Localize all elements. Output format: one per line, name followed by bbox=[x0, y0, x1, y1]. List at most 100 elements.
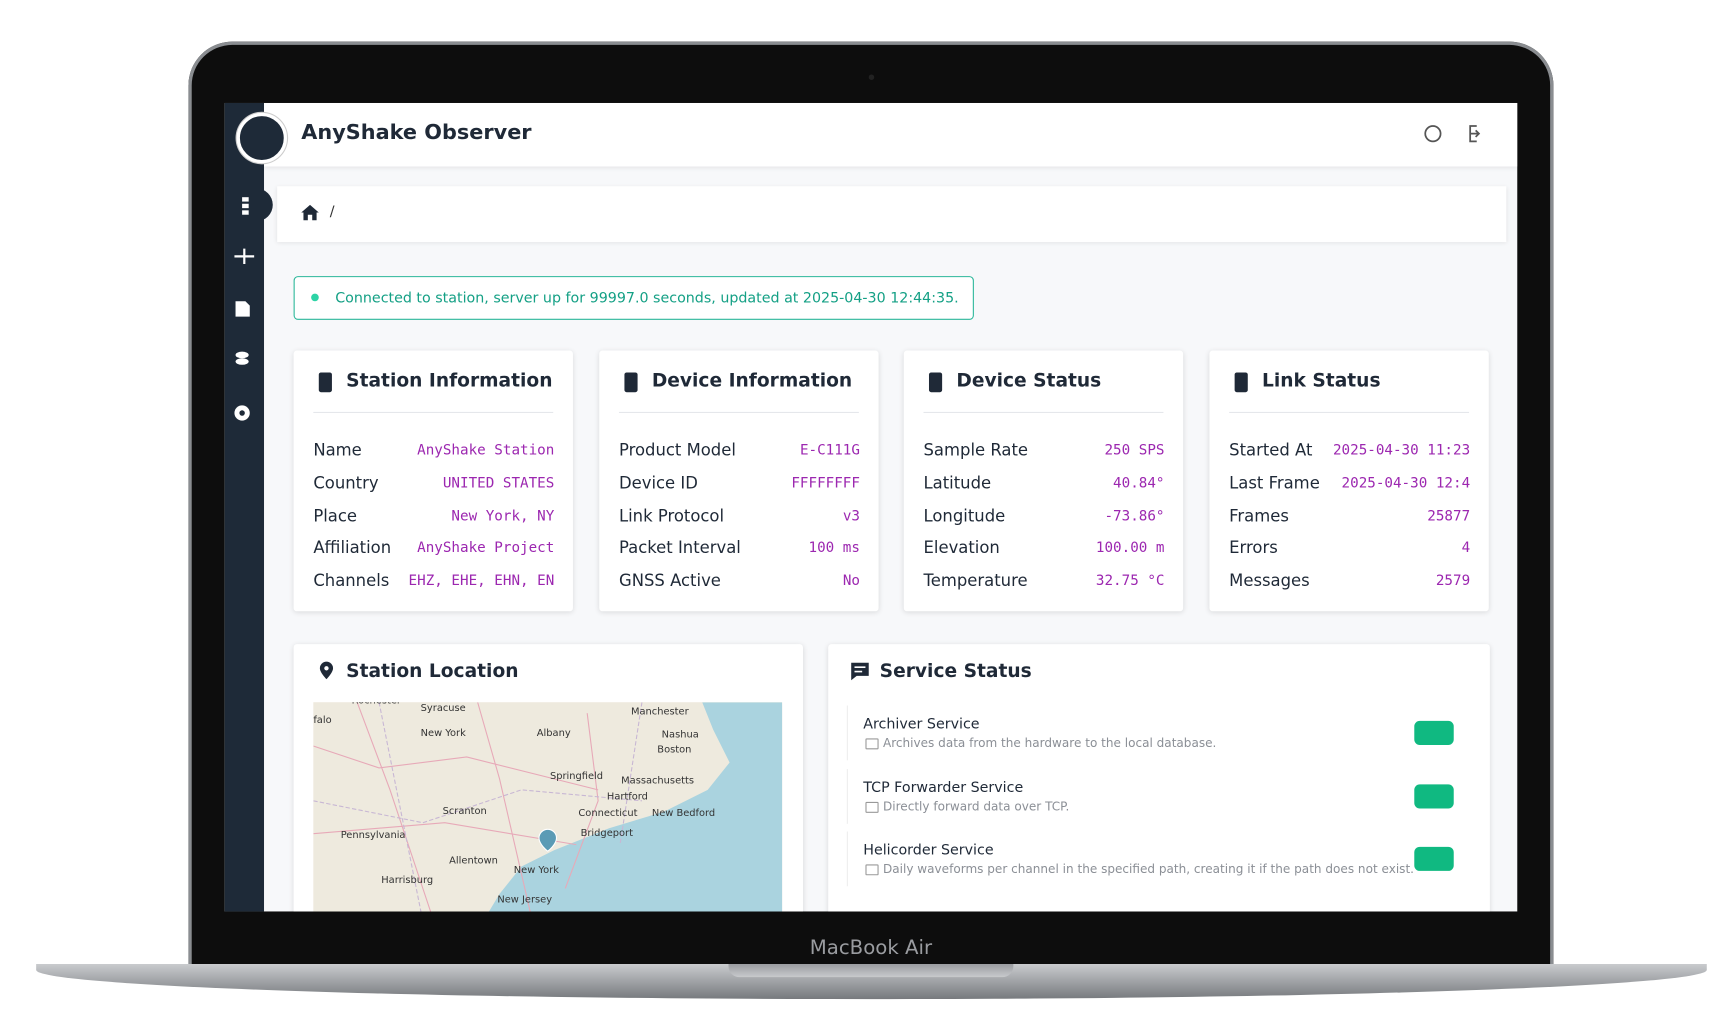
row-value: 2579 bbox=[1435, 573, 1471, 590]
row-value: UNITED STATES bbox=[442, 475, 555, 492]
nav-icon[interactable] bbox=[235, 301, 250, 317]
service-description: Daily waveforms per channel in the speci… bbox=[882, 862, 1415, 877]
row-label: Channels bbox=[313, 570, 390, 591]
row-value: EHZ, EHE, EHN, EN bbox=[408, 573, 555, 590]
service-name: Helicorder Service bbox=[863, 842, 994, 860]
map-label: New Bedford bbox=[651, 808, 716, 820]
card-title: Station Location bbox=[346, 660, 519, 683]
card-icon bbox=[624, 372, 638, 393]
card-icon bbox=[1234, 372, 1248, 393]
service-name: TCP Forwarder Service bbox=[863, 779, 1024, 797]
row-label: Elevation bbox=[923, 538, 1000, 559]
info-card bbox=[903, 350, 1184, 612]
map-label: Hartford bbox=[606, 792, 648, 804]
card-title: Device Information bbox=[651, 370, 853, 393]
info-card bbox=[599, 350, 879, 612]
service-name: Archiver Service bbox=[863, 716, 980, 733]
row-label: Latitude bbox=[923, 473, 992, 493]
divider bbox=[923, 411, 1164, 414]
service-item bbox=[846, 831, 1470, 887]
map-label: Rochester bbox=[352, 702, 401, 706]
map-shapes bbox=[313, 702, 783, 912]
card-icon bbox=[318, 372, 332, 393]
brand: MacBook Air bbox=[809, 936, 933, 960]
row-label: Place bbox=[313, 505, 358, 526]
row-value: 4 bbox=[1461, 540, 1471, 557]
map-label: Allentown bbox=[449, 855, 498, 867]
breadcrumb-separator: / bbox=[329, 203, 335, 221]
service-item bbox=[846, 768, 1470, 824]
row-value: 100.00 m bbox=[1095, 540, 1165, 557]
row-value: 2025-04-30 11:23 bbox=[1332, 442, 1471, 460]
row-value: 2025-04-30 12:4 bbox=[1341, 475, 1471, 492]
row-value: 100 ms bbox=[808, 540, 860, 557]
divider bbox=[1229, 411, 1470, 414]
map-label: Springfield bbox=[549, 771, 604, 783]
language-button[interactable] bbox=[1424, 125, 1442, 143]
map-label: New York bbox=[513, 865, 559, 877]
row-label: Packet Interval bbox=[618, 538, 741, 559]
service-toggle[interactable] bbox=[1414, 784, 1454, 809]
row-label: Name bbox=[313, 440, 362, 461]
row-value: AnyShake Project bbox=[417, 540, 555, 557]
map-label: Nashua bbox=[661, 729, 699, 741]
row-label: Country bbox=[313, 473, 379, 493]
divider bbox=[313, 411, 554, 414]
map[interactable]: Rochester Syracuse Manchester falo New York A… bbox=[313, 702, 783, 912]
row-label: Messages bbox=[1229, 570, 1310, 591]
camera bbox=[868, 74, 875, 80]
map-label: New York bbox=[420, 728, 466, 740]
nav-icon[interactable] bbox=[234, 248, 255, 265]
row-label: Device ID bbox=[618, 473, 698, 493]
card-icon bbox=[928, 372, 943, 393]
map-label: Bridgeport bbox=[580, 828, 633, 840]
row-label: Errors bbox=[1229, 538, 1278, 559]
header-icons bbox=[1424, 125, 1481, 143]
row-label: Affiliation bbox=[313, 538, 392, 559]
row-label: Product Model bbox=[618, 440, 736, 461]
row-label: Sample Rate bbox=[923, 440, 1029, 461]
service-toggle[interactable] bbox=[1414, 720, 1454, 745]
service-description: Directly forward data over TCP. bbox=[882, 799, 1070, 814]
service-toggle[interactable] bbox=[1414, 847, 1454, 872]
info-card bbox=[1209, 350, 1489, 612]
map-label: Scranton bbox=[442, 806, 487, 818]
active-nav[interactable] bbox=[248, 188, 273, 222]
row-value: E-C111G bbox=[799, 442, 860, 460]
sidebar-icons bbox=[234, 197, 258, 421]
row-label: Longitude bbox=[923, 505, 1006, 526]
row-value: -73.86° bbox=[1104, 507, 1165, 525]
logout-button[interactable] bbox=[1469, 125, 1481, 143]
service-card bbox=[828, 644, 1490, 912]
nav-icon[interactable] bbox=[235, 351, 249, 359]
map-label: Albany bbox=[536, 728, 571, 740]
map-label: falo bbox=[313, 715, 332, 727]
row-value: 40.84° bbox=[1113, 475, 1165, 492]
map-label: Harrisburg bbox=[381, 875, 434, 887]
service-icon bbox=[851, 662, 869, 681]
row-label: Last Frame bbox=[1229, 473, 1320, 493]
row-label: Started At bbox=[1229, 440, 1313, 461]
info-card bbox=[293, 350, 573, 612]
row-value: 32.75 °C bbox=[1095, 573, 1165, 590]
map-label: New Jersey bbox=[497, 895, 553, 906]
divider bbox=[618, 411, 859, 414]
home-icon[interactable] bbox=[300, 204, 320, 222]
service-icon bbox=[865, 801, 879, 813]
logo[interactable] bbox=[236, 112, 288, 164]
map-label: Connecticut bbox=[578, 808, 638, 820]
card-title: Service Status bbox=[879, 660, 1032, 683]
laptop-notch bbox=[728, 964, 1014, 978]
service-description: Archives data from the hardware to the l… bbox=[882, 736, 1217, 751]
header bbox=[264, 102, 1518, 167]
row-value: New York, NY bbox=[451, 507, 555, 525]
row-label: Link Protocol bbox=[618, 505, 725, 526]
card-title: Device Status bbox=[956, 370, 1102, 393]
sidebar bbox=[224, 102, 265, 912]
status-dot bbox=[311, 293, 319, 302]
map-label: Boston bbox=[657, 744, 692, 756]
map-label: Syracuse bbox=[420, 703, 466, 715]
map-label: Pennsylvania bbox=[340, 830, 406, 842]
status-alert: Connected to station, server up for 9999… bbox=[293, 276, 974, 320]
